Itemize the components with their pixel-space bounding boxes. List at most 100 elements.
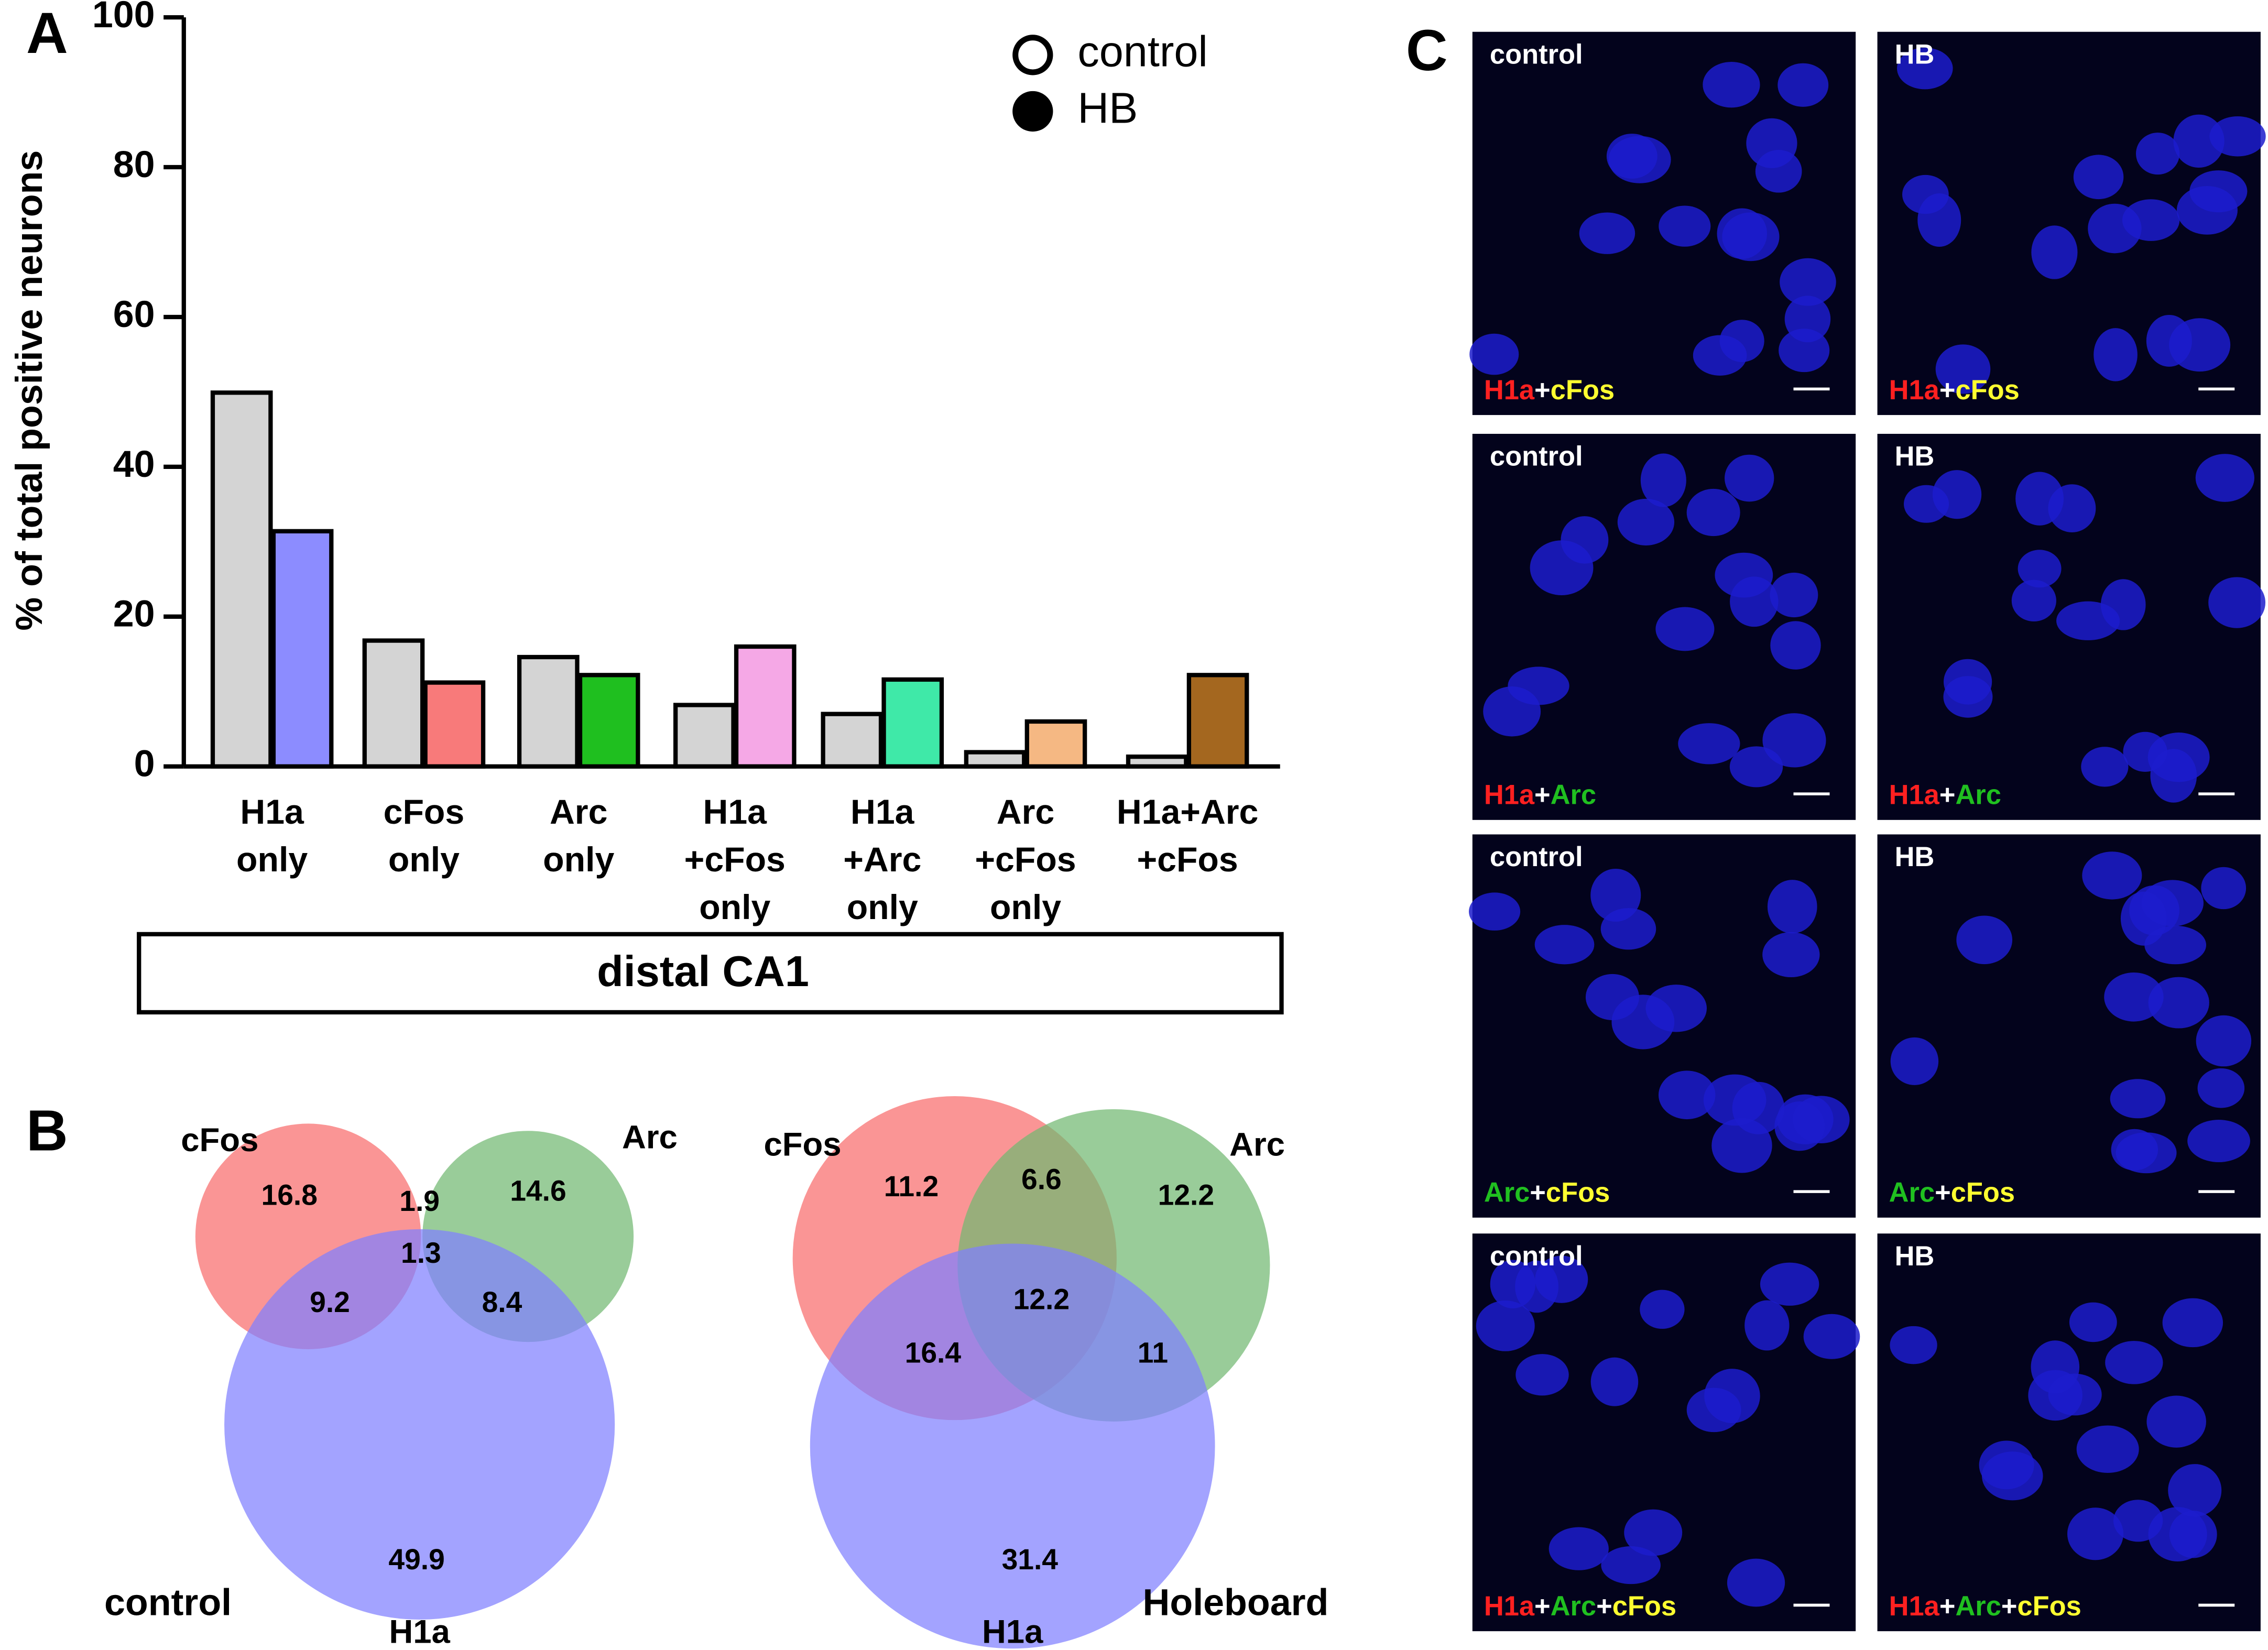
nucleus — [1760, 1262, 1819, 1306]
set-label: H1a — [982, 1613, 1043, 1650]
bar — [577, 673, 640, 769]
stain-part: H1a — [1484, 1591, 1535, 1622]
x-tick-label: H1a+Arc +cFos — [1117, 792, 1259, 879]
nucleus — [2162, 1298, 2223, 1348]
nucleus — [2113, 1500, 2163, 1542]
venn-circle — [224, 1229, 615, 1620]
nucleus — [2196, 1015, 2252, 1067]
nucleus — [1725, 454, 1774, 502]
nucleus — [1640, 1290, 1685, 1329]
stain-label: H1a+Arc — [1484, 780, 1596, 811]
nucleus — [2093, 328, 2138, 381]
stain-label: H1a+cFos — [1484, 375, 1615, 406]
x-tick-line: only — [847, 888, 918, 926]
stain-part: cFos — [1612, 1591, 1676, 1622]
nucleus — [2169, 318, 2231, 372]
stain-part: H1a — [1484, 780, 1535, 811]
nucleus — [1890, 1326, 1937, 1364]
nucleus — [1645, 985, 1707, 1032]
stain-label: H1a+Arc+cFos — [1484, 1591, 1676, 1622]
nucleus — [2056, 601, 2120, 640]
bar — [734, 644, 797, 769]
region-value: 16.8 — [261, 1179, 318, 1211]
nucleus — [1779, 329, 1830, 373]
nucleus — [1476, 1301, 1535, 1351]
stain-part: + — [1534, 780, 1551, 811]
x-tick-line: Arc — [550, 792, 607, 831]
nucleus — [1722, 212, 1780, 261]
region-value: 31.4 — [1002, 1543, 1059, 1576]
stain-part: H1a — [1889, 780, 1940, 811]
stain-part: cFos — [1546, 1177, 1610, 1208]
nucleus — [2069, 1302, 2117, 1342]
nucleus — [1890, 1037, 1939, 1085]
region-value: 12.2 — [1158, 1179, 1214, 1211]
stain-part: Arc — [1484, 1177, 1530, 1208]
legend-marker — [1012, 91, 1053, 132]
nucleus — [1686, 1387, 1741, 1433]
region-value: 11 — [1138, 1337, 1168, 1369]
set-label: H1a — [389, 1613, 450, 1650]
nucleus — [1534, 925, 1595, 965]
x-tick-line: only — [388, 840, 460, 879]
stain-part: H1a — [1889, 375, 1940, 406]
nucleus — [1774, 1101, 1825, 1151]
nucleus — [2073, 155, 2124, 200]
nucleus — [1659, 205, 1711, 247]
nucleus — [1600, 908, 1656, 950]
set-label: Arc — [1229, 1126, 1285, 1163]
nucleus — [1468, 892, 1521, 931]
region-value: 16.4 — [905, 1337, 962, 1369]
nucleus — [1917, 193, 1961, 247]
nucleus — [1780, 258, 1836, 306]
x-tick-line: H1a+Arc — [1117, 792, 1259, 831]
nucleus — [1727, 1558, 1785, 1607]
group-label: control — [1490, 39, 1583, 70]
x-tick-line: only — [543, 840, 614, 879]
region-value: 49.9 — [388, 1543, 444, 1576]
region-value: 11.2 — [884, 1170, 939, 1203]
nucleus — [1515, 1260, 1558, 1313]
stain-part: + — [1939, 780, 1956, 811]
nucleus — [2195, 454, 2254, 502]
nucleus — [2015, 472, 2064, 526]
bar — [673, 703, 736, 769]
nucleus — [1617, 498, 1675, 545]
panel-label: B — [26, 1099, 68, 1163]
stain-part: + — [1596, 1591, 1612, 1622]
stain-part: Arc — [1955, 1591, 2001, 1622]
nucleus — [1703, 1074, 1767, 1126]
nucleus — [1744, 1300, 1790, 1351]
nucleus — [1762, 932, 1820, 978]
region-value: 1.9 — [399, 1185, 440, 1217]
nucleus — [2048, 1373, 2102, 1416]
nucleus — [1778, 63, 1829, 107]
x-tick-line: H1a — [240, 792, 304, 831]
group-label: HB — [1895, 39, 1935, 70]
venn-title: Holeboard — [1143, 1581, 1329, 1623]
y-axis-label: % of total positive neurons — [8, 150, 50, 631]
nucleus — [2104, 972, 2164, 1022]
stain-part: + — [1530, 1177, 1546, 1208]
region-label: distal CA1 — [597, 947, 809, 996]
bar — [423, 680, 486, 769]
bar — [362, 638, 425, 769]
y-tick-label: 40 — [113, 443, 155, 485]
venn-title: control — [104, 1581, 232, 1623]
stain-part: + — [1939, 375, 1956, 406]
nucleus — [1624, 1509, 1683, 1556]
group-label: control — [1490, 842, 1583, 872]
bar — [271, 529, 334, 769]
nucleus — [1711, 1118, 1772, 1173]
y-tick-label: 100 — [92, 0, 155, 36]
nucleus — [2208, 577, 2266, 628]
x-tick-label: H1a only — [236, 792, 308, 879]
x-tick-line: only — [699, 888, 770, 926]
stain-part: + — [2001, 1591, 2018, 1622]
nucleus — [1606, 134, 1658, 179]
bar — [1126, 755, 1188, 769]
bar — [517, 654, 580, 769]
nucleus — [2187, 1120, 2250, 1162]
set-label: Arc — [622, 1119, 678, 1156]
stain-part: + — [1534, 1591, 1551, 1622]
